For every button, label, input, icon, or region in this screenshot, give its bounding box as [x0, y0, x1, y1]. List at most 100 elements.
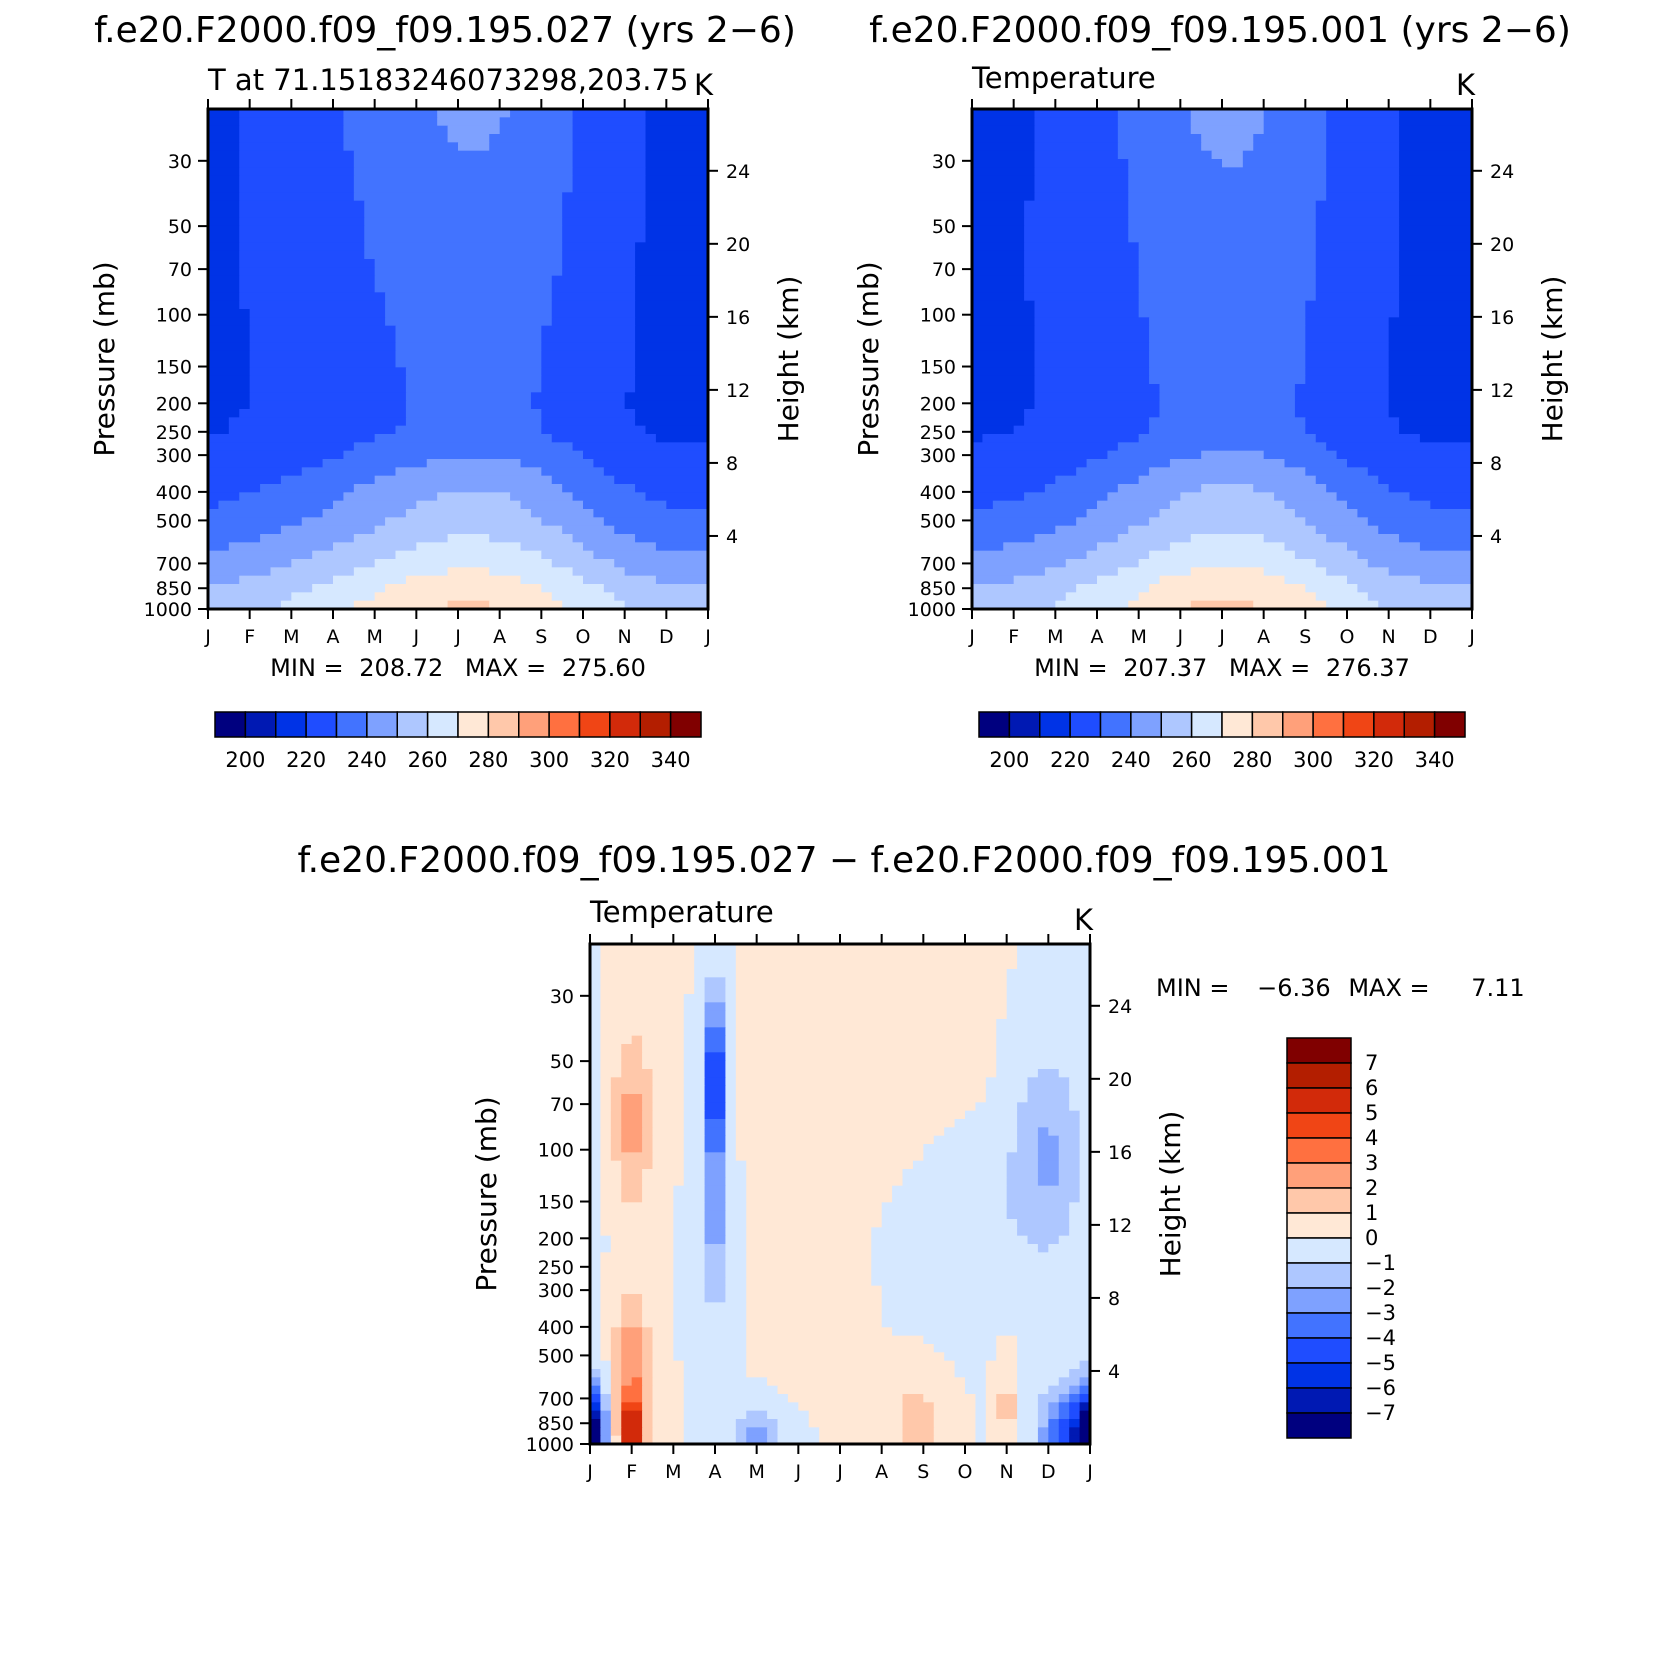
panel-c-cell: [735, 1077, 987, 1087]
panel-b-cell: [972, 175, 1036, 185]
panel-c-cell: [798, 1402, 904, 1412]
panel-b-min-label: MIN =: [1034, 654, 1107, 682]
panel-c-cell: [704, 1169, 727, 1178]
panel-c-colorbar-swatch: [1286, 1212, 1352, 1239]
panel-a-cell: [208, 500, 220, 510]
panel-c-cell: [777, 1385, 966, 1395]
panel-c-cell: [673, 1252, 706, 1262]
panel-b-cell: [1149, 342, 1306, 352]
panel-b-cell: [1357, 509, 1473, 518]
panel-a-cell: [343, 450, 584, 460]
panel-c-cell: [600, 1069, 622, 1078]
panel-c-cell: [1037, 1402, 1049, 1412]
panel-c-cell: [1037, 1069, 1060, 1078]
panel-c-ytick-right-label: 4: [1108, 1361, 1120, 1383]
panel-c-cell: [881, 1285, 1091, 1295]
panel-a-colorbar-swatch: [244, 711, 277, 738]
panel-b-cell: [1253, 134, 1327, 143]
panel-c-cell: [704, 1269, 727, 1278]
panel-c-cell: [1006, 1194, 1081, 1203]
panel-a-colorbar-swatch: [669, 711, 702, 738]
panel-c-cell: [694, 944, 737, 953]
panel-c-cell: [600, 1260, 674, 1270]
panel-b-cell: [1034, 392, 1161, 402]
panel-b-cell: [972, 442, 1119, 452]
panel-c-ytick-label: 100: [538, 1140, 574, 1162]
panel-b-cell: [1388, 342, 1473, 352]
panel-a-cell: [374, 559, 553, 568]
panel-b-cell: [972, 567, 1046, 577]
panel-c-xtick-label: A: [875, 1461, 888, 1483]
panel-c-cell: [725, 994, 737, 1003]
panel-b-cell: [1399, 117, 1473, 127]
panel-a-cell: [666, 500, 709, 510]
panel-a-cell: [572, 134, 647, 143]
panel-b-cell: [1138, 309, 1306, 318]
panel-b-cell: [1034, 192, 1129, 202]
panel-b-cell: [1326, 567, 1390, 577]
panel-c-cell: [590, 1427, 602, 1437]
panel-c-cell: [673, 1310, 747, 1320]
panel-a-colorbar-swatch: [457, 711, 490, 738]
panel-c-cell: [1037, 1169, 1060, 1178]
panel-a-colorbar-swatch: [548, 711, 581, 738]
panel-b-cell: [1128, 184, 1327, 193]
panel-b-cell: [1388, 409, 1473, 418]
panel-b-xtick-label: M: [1130, 626, 1146, 648]
panel-a-cell: [645, 217, 709, 227]
panel-c-cell: [746, 1235, 872, 1245]
panel-c-cell: [673, 1285, 706, 1295]
panel-c-cell: [985, 1094, 1029, 1103]
panel-c-cell: [590, 1419, 602, 1428]
panel-a-colorbar-swatch: [578, 711, 611, 738]
panel-c-cell: [735, 1419, 779, 1428]
panel-c-cell: [704, 977, 727, 987]
panel-c-cell: [652, 1435, 685, 1445]
panel-b-xtick-label: F: [1008, 626, 1019, 648]
panel-c-cell: [923, 1144, 1018, 1153]
panel-a-cell: [562, 192, 647, 202]
panel-a-cell: [655, 542, 709, 552]
panel-a-cell: [635, 250, 709, 260]
panel-b-cell: [1065, 592, 1140, 602]
panel-c-cell: [735, 1427, 747, 1437]
panel-b-cell: [972, 467, 1077, 477]
panel-c-cell: [1058, 1410, 1070, 1420]
panel-c-cell: [683, 1044, 706, 1053]
panel-a-cell: [239, 275, 376, 285]
panel-a-cell: [541, 584, 605, 593]
panel-a-ytick-right-label: 12: [726, 380, 750, 402]
panel-b-cell: [1117, 142, 1202, 152]
panel-c-colorbar-swatch: [1286, 1187, 1352, 1214]
panel-c-cell: [621, 1360, 643, 1370]
panel-b-cell: [1013, 575, 1098, 585]
panel-a-cell: [447, 567, 490, 577]
panel-a-cell: [291, 592, 376, 602]
panel-c-ytick-label: 850: [538, 1413, 574, 1435]
panel-c-colorbar-swatch: [1286, 1387, 1352, 1414]
panel-b-ytick-label: 70: [932, 259, 956, 281]
panel-c-cell: [590, 1060, 602, 1070]
panel-c-cell: [600, 1177, 622, 1187]
panel-c-cell: [767, 1410, 810, 1420]
panel-a-cell: [208, 542, 230, 552]
panel-a-cell: [572, 142, 647, 152]
panel-b-max-value: 276.37: [1326, 654, 1410, 682]
panel-c-colorbar-swatch: [1286, 1137, 1352, 1164]
panel-c-cell: [610, 1402, 622, 1412]
panel-b-cell: [1399, 292, 1473, 302]
panel-c-cell: [683, 1377, 768, 1387]
panel-a-cell: [208, 459, 324, 468]
panel-a-cell: [260, 484, 355, 493]
panel-b-cell: [1159, 384, 1296, 393]
panel-c-cell: [610, 1235, 674, 1245]
panel-a-ytick-label: 50: [168, 216, 192, 238]
panel-c-cell: [652, 1427, 685, 1437]
panel-c-cell: [1006, 1202, 1070, 1212]
panel-a-cell: [562, 600, 626, 610]
panel-c-cell: [1069, 1394, 1081, 1403]
panel-a-cell: [645, 425, 709, 435]
panel-a-cell: [520, 575, 584, 585]
panel-c-cell: [725, 1044, 737, 1053]
panel-c-cell: [1037, 1152, 1060, 1162]
